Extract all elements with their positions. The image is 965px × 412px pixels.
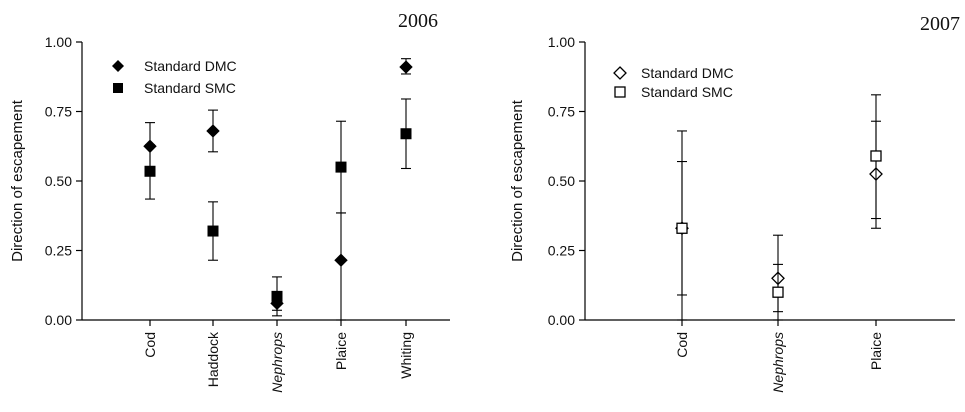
y-tick-label: 1.00 [548, 34, 575, 50]
legend-marker-smc [614, 86, 626, 98]
x-tick-label-plaice: Plaice [333, 332, 349, 370]
y-axis-label: Direction of escapement [509, 99, 526, 262]
x-tick-label-whiting: Whiting [398, 332, 414, 379]
legend-marker-dmc [112, 60, 124, 72]
legend-label-dmc: Standard DMC [641, 65, 734, 81]
x-tick-label-plaice: Plaice [868, 332, 884, 370]
point-smc-nephrops [772, 286, 784, 298]
legend: Standard DMC Standard SMC [112, 58, 237, 96]
x-tick-label-cod: Cod [142, 332, 158, 358]
point-smc-cod [676, 222, 688, 234]
y-tick-label: 0.50 [548, 173, 575, 189]
point-smc-cod [144, 165, 156, 177]
x-tick-label-cod: Cod [674, 332, 690, 358]
legend-marker-dmc [613, 66, 627, 80]
y-tick-label: 0.00 [548, 312, 575, 328]
y-tick-label: 0.00 [45, 312, 72, 328]
legend-item-smc: Standard SMC [113, 80, 236, 96]
point-smc-whiting [400, 128, 412, 140]
point-smc-nephrops [271, 290, 283, 302]
legend: Standard DMC Standard SMC [613, 65, 734, 100]
legend-label-smc: Standard SMC [641, 84, 733, 100]
legend-label-dmc: Standard DMC [144, 58, 237, 74]
point-dmc-plaice [334, 253, 348, 267]
y-tick-label: 0.25 [45, 243, 72, 259]
point-smc-haddock [207, 225, 219, 237]
chart-panel-2006: 2006 Direction of escapement Standard DM… [9, 10, 450, 393]
point-dmc-whiting [399, 60, 413, 74]
legend-item-dmc: Standard DMC [613, 65, 734, 81]
y-axis-label: Direction of escapement [9, 99, 26, 262]
x-tick-label-haddock: Haddock [205, 331, 221, 387]
chart-panel-2007: 2007 Direction of escapement Standard DM… [509, 13, 960, 393]
legend-item-smc: Standard SMC [614, 84, 733, 100]
legend-item-dmc: Standard DMC [112, 58, 237, 74]
legend-marker-smc [113, 83, 123, 93]
x-tick-label-nephrops: Nephrops [770, 332, 786, 393]
chart-title: 2006 [398, 10, 438, 32]
y-tick-label: 0.75 [548, 104, 575, 120]
chart-title: 2007 [920, 13, 960, 35]
point-dmc-haddock [206, 124, 220, 138]
y-tick-label: 1.00 [45, 34, 72, 50]
y-tick-label: 0.75 [45, 104, 72, 120]
legend-label-smc: Standard SMC [144, 80, 236, 96]
y-tick-label: 0.50 [45, 173, 72, 189]
point-smc-plaice [335, 161, 347, 173]
point-smc-plaice [870, 150, 882, 162]
y-tick-label: 0.25 [548, 243, 575, 259]
x-tick-label-nephrops: Nephrops [269, 332, 285, 393]
